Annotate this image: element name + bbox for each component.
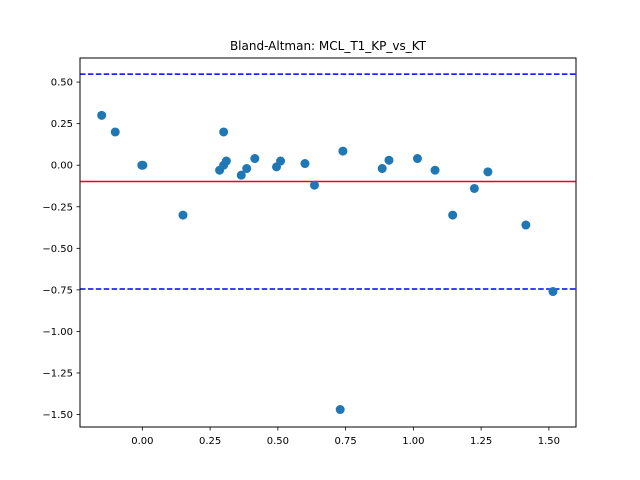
- data-point-15: [309, 180, 319, 190]
- data-point-22: [448, 210, 458, 220]
- chart-title: Bland-Altman: MCL_T1_KP_vs_KT: [230, 39, 427, 53]
- x-tick-label: 0.25: [199, 436, 221, 447]
- x-tick-label: 0.50: [267, 436, 289, 447]
- y-tick-label: −1.25: [42, 368, 73, 379]
- data-point-24: [483, 167, 493, 177]
- data-point-11: [250, 154, 260, 164]
- data-point-20: [412, 154, 422, 164]
- data-point-25: [521, 220, 531, 230]
- data-point-21: [430, 165, 440, 175]
- data-point-14: [300, 159, 310, 169]
- data-point-13: [276, 156, 286, 166]
- reference-lines: [80, 73, 576, 290]
- data-point-1: [110, 127, 120, 137]
- plot-frame: [79, 57, 577, 428]
- data-point-9: [236, 170, 246, 180]
- x-tick-label: 1.00: [402, 436, 424, 447]
- y-tick-label: 0.25: [51, 119, 73, 130]
- x-tick-label: 1.25: [470, 436, 492, 447]
- data-point-8: [221, 156, 231, 166]
- data-point-3: [138, 160, 148, 170]
- x-tick-label: 0.75: [334, 436, 356, 447]
- y-tick-label: −0.75: [42, 285, 73, 296]
- data-point-23: [469, 183, 479, 193]
- data-point-19: [384, 155, 394, 165]
- y-tick-label: −0.50: [42, 244, 73, 255]
- x-axis: 0.00 0.25 0.50 0.75 1.00 1.25 1.50: [131, 427, 560, 447]
- x-tick-label: 1.50: [538, 436, 560, 447]
- y-tick-label: −1.00: [42, 327, 73, 338]
- y-tick-label: 0.00: [51, 161, 73, 172]
- data-points: [97, 110, 558, 415]
- data-point-10: [242, 164, 252, 174]
- data-point-7: [219, 127, 229, 137]
- data-point-4: [178, 210, 188, 220]
- data-point-26: [548, 287, 558, 297]
- data-point-0: [97, 110, 107, 120]
- y-tick-label: −1.50: [42, 410, 73, 421]
- y-tick-label: −0.25: [42, 202, 73, 213]
- y-axis: 0.50 0.25 0.00 −0.25 −0.50 −0.75 −1.00 −1.25 −1.…: [42, 78, 80, 421]
- data-point-18: [377, 164, 387, 174]
- data-point-17: [335, 405, 345, 415]
- y-tick-label: 0.50: [51, 78, 73, 89]
- data-point-16: [338, 146, 348, 156]
- x-tick-label: 0.00: [131, 436, 153, 447]
